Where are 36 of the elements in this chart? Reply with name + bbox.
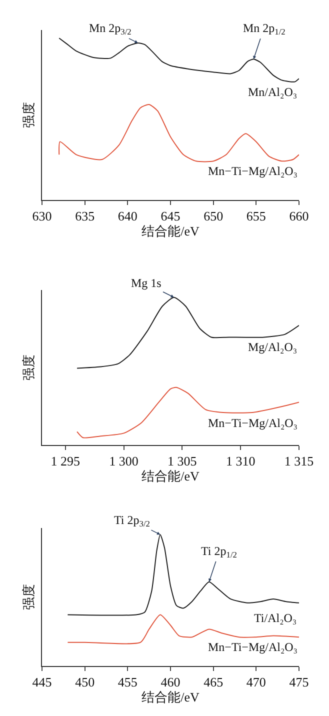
y-axis-title: 强度: [20, 102, 36, 128]
x-tick-label: 645: [160, 208, 180, 224]
x-tick-label: 1 305: [168, 454, 197, 469]
x-tick-label: 1 315: [284, 454, 314, 469]
annotation: Mn 2p$_{1/2}$: [243, 21, 286, 37]
x-tick-label: 465: [204, 674, 224, 690]
y-axis-title: 强度: [20, 584, 36, 610]
x-tick-label: 655: [246, 208, 266, 224]
annotation: Mn 2p$_{3/2}$: [89, 21, 132, 37]
x-tick-label: 450: [75, 674, 95, 690]
series-label: Mg/Al₂O₃: [248, 340, 298, 354]
annotation: Ti 2p$_{1/2}$: [201, 544, 237, 560]
x-tick-label: 635: [75, 208, 95, 224]
x-axis-title: 结合能/eV: [142, 224, 200, 239]
series-label: Mn−Ti−Mg/Al₂O₃: [208, 164, 298, 178]
series-label: Mn−Ti−Mg/Al₂O₃: [208, 640, 298, 654]
series-label: Ti/Al₂O₃: [254, 611, 297, 625]
x-tick-label: 660: [289, 208, 309, 224]
x-tick-label: 445: [32, 674, 52, 690]
x-tick-label: 475: [289, 674, 309, 690]
x-axis-title: 结合能/eV: [142, 690, 200, 705]
x-tick-label: 455: [118, 674, 138, 690]
series-label: Mn/Al₂O₃: [248, 85, 298, 99]
x-tick-label: 630: [32, 208, 52, 224]
x-axis-title: 结合能/eV: [142, 468, 200, 484]
x-tick-label: 650: [204, 208, 224, 224]
series-label: Mn−Ti−Mg/Al₂O₃: [208, 416, 298, 430]
annotation: Ti 2p$_{3/2}$: [114, 513, 150, 529]
y-axis-title: 强度: [20, 354, 36, 380]
x-tick-label: 460: [160, 674, 180, 690]
x-tick-label: 1 310: [226, 454, 256, 469]
x-tick-label: 470: [246, 674, 266, 690]
x-tick-label: 1 300: [109, 454, 138, 469]
x-tick-label: 1 295: [50, 454, 80, 469]
annotation: Mg 1s: [131, 276, 162, 290]
x-tick-label: 640: [118, 208, 138, 224]
